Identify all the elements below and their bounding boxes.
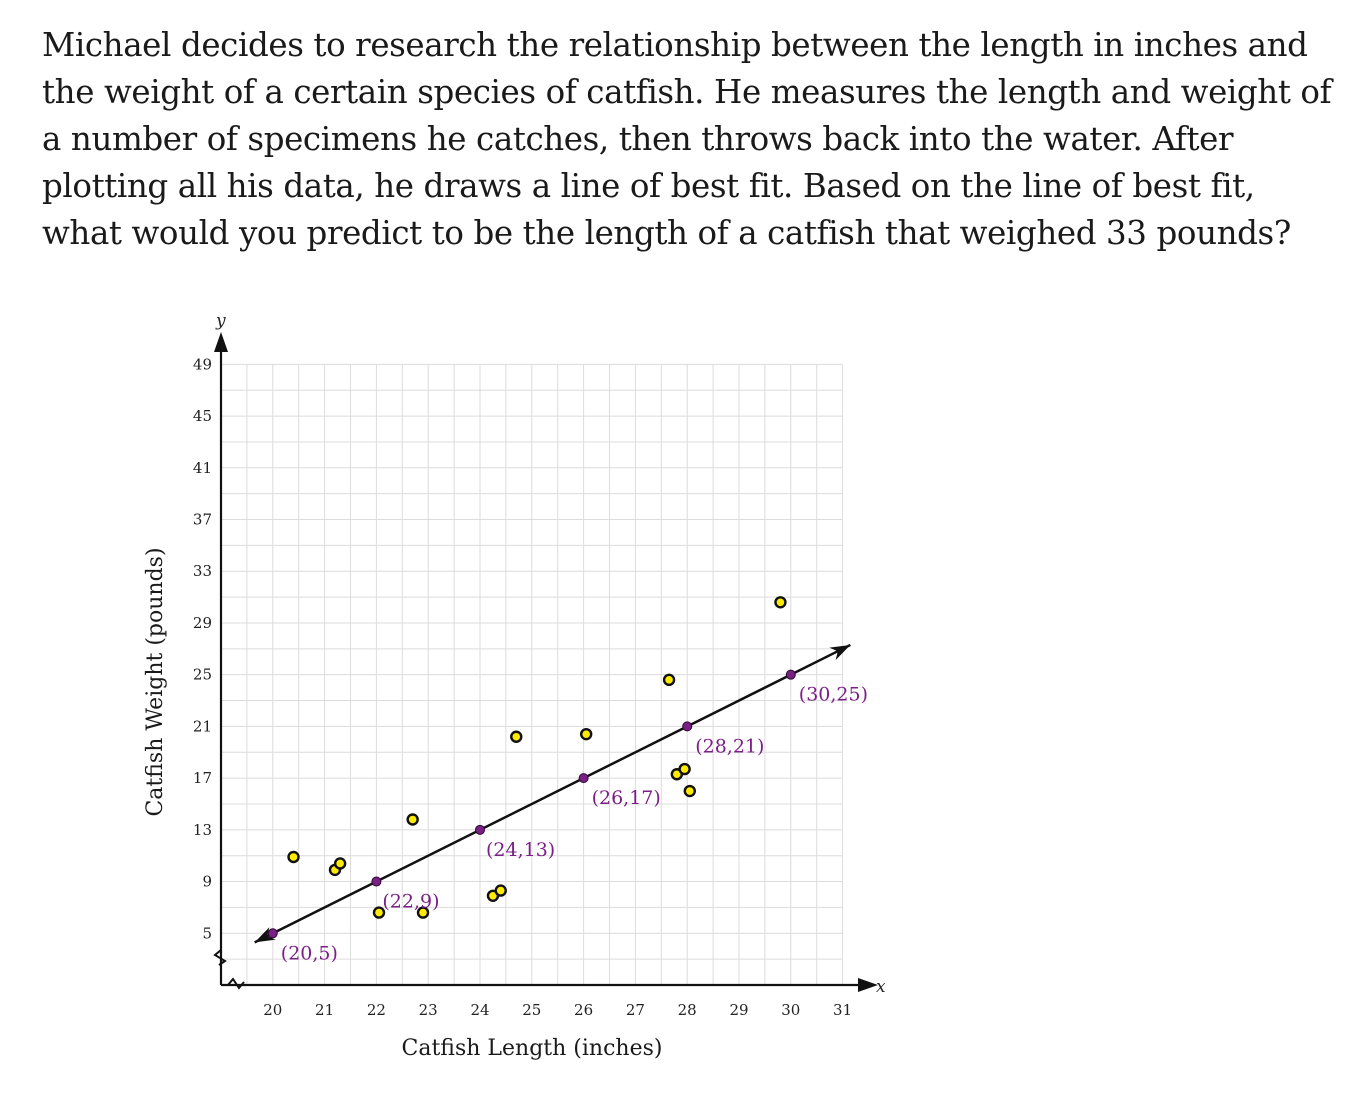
data-point [416,906,430,919]
data-point [683,784,696,798]
line-point-label: (26,17) [592,787,661,809]
y-tick-label: 45 [193,407,212,425]
data-point [678,762,691,776]
best-fit-arrowhead-right [829,644,851,661]
line-point [475,824,485,835]
y-tick-label: 25 [193,666,212,684]
y-tick-label: 17 [193,769,212,787]
data-point [333,857,347,870]
line-point-label: (28,21) [695,735,764,757]
question-text: Michael decides to research the relation… [42,26,1332,252]
x-axis-break [227,977,245,990]
line-point [682,721,693,732]
line-point-label: (22,9) [382,891,439,913]
line-point-label: (30,25) [799,684,868,706]
line-points: (20,5) (22,9) (24,13) (26,17) (28,21) (30,25) [267,669,868,964]
y-tick-label: 33 [193,562,212,580]
y-axis-letter: y [215,311,226,331]
y-tick-label: 5 [202,924,212,942]
x-axis-arrowhead [858,978,878,992]
y-tick-label: 21 [193,717,212,735]
y-axis-title: Catfish Weight (pounds) [143,547,168,816]
line-point [578,773,589,784]
line-point-label: (20,5) [281,942,338,964]
data-point [406,813,419,826]
y-tick-label: 49 [193,355,212,373]
x-tick-label: 28 [678,1001,697,1019]
best-fit-arrowhead-left [254,927,276,943]
x-tick-label: 27 [626,1001,645,1019]
data-point [774,596,787,609]
x-tick-label: 29 [729,1001,748,1019]
y-tick-label: 29 [193,614,212,632]
y-tick-label: 41 [193,459,212,477]
x-tick-labels: 20 21 22 23 24 25 26 27 28 29 30 31 [263,1001,852,1019]
best-fit-line [254,643,851,944]
x-tick-label: 23 [419,1001,438,1019]
data-point [494,884,507,897]
x-tick-label: 26 [574,1001,593,1019]
data-point [662,673,676,687]
axes [213,332,878,992]
data-point [372,906,386,919]
data-point [287,850,300,864]
y-axis-break [213,949,227,966]
y-tick-labels: 5 9 13 17 21 25 29 33 37 41 45 49 [193,355,212,942]
x-tick-label: 31 [833,1001,852,1019]
x-tick-label: 25 [522,1001,541,1019]
y-tick-label: 13 [193,821,212,839]
x-tick-label: 20 [263,1001,282,1019]
grid-lines [221,363,844,985]
x-tick-label: 24 [470,1001,489,1019]
data-point [579,727,593,741]
y-axis-arrowhead [214,332,228,352]
y-tick-label: 37 [193,511,212,529]
line-point [371,876,382,887]
data-point [510,730,523,743]
line-of-best-fit [254,643,851,944]
x-tick-label: 30 [781,1001,800,1019]
x-axis-letter: x [876,977,886,997]
line-point [785,669,796,680]
scatter-chart: 20 21 22 23 24 25 26 27 28 29 30 31 5 9 13 17 21 25 29 33 3… [143,311,886,1061]
x-tick-label: 22 [367,1001,386,1019]
line-point [267,928,278,939]
x-tick-label: 21 [315,1001,334,1019]
y-tick-label: 9 [202,873,212,891]
data-points [287,596,787,919]
x-axis-title: Catfish Length (inches) [402,1036,663,1061]
line-point-label: (24,13) [486,839,555,861]
